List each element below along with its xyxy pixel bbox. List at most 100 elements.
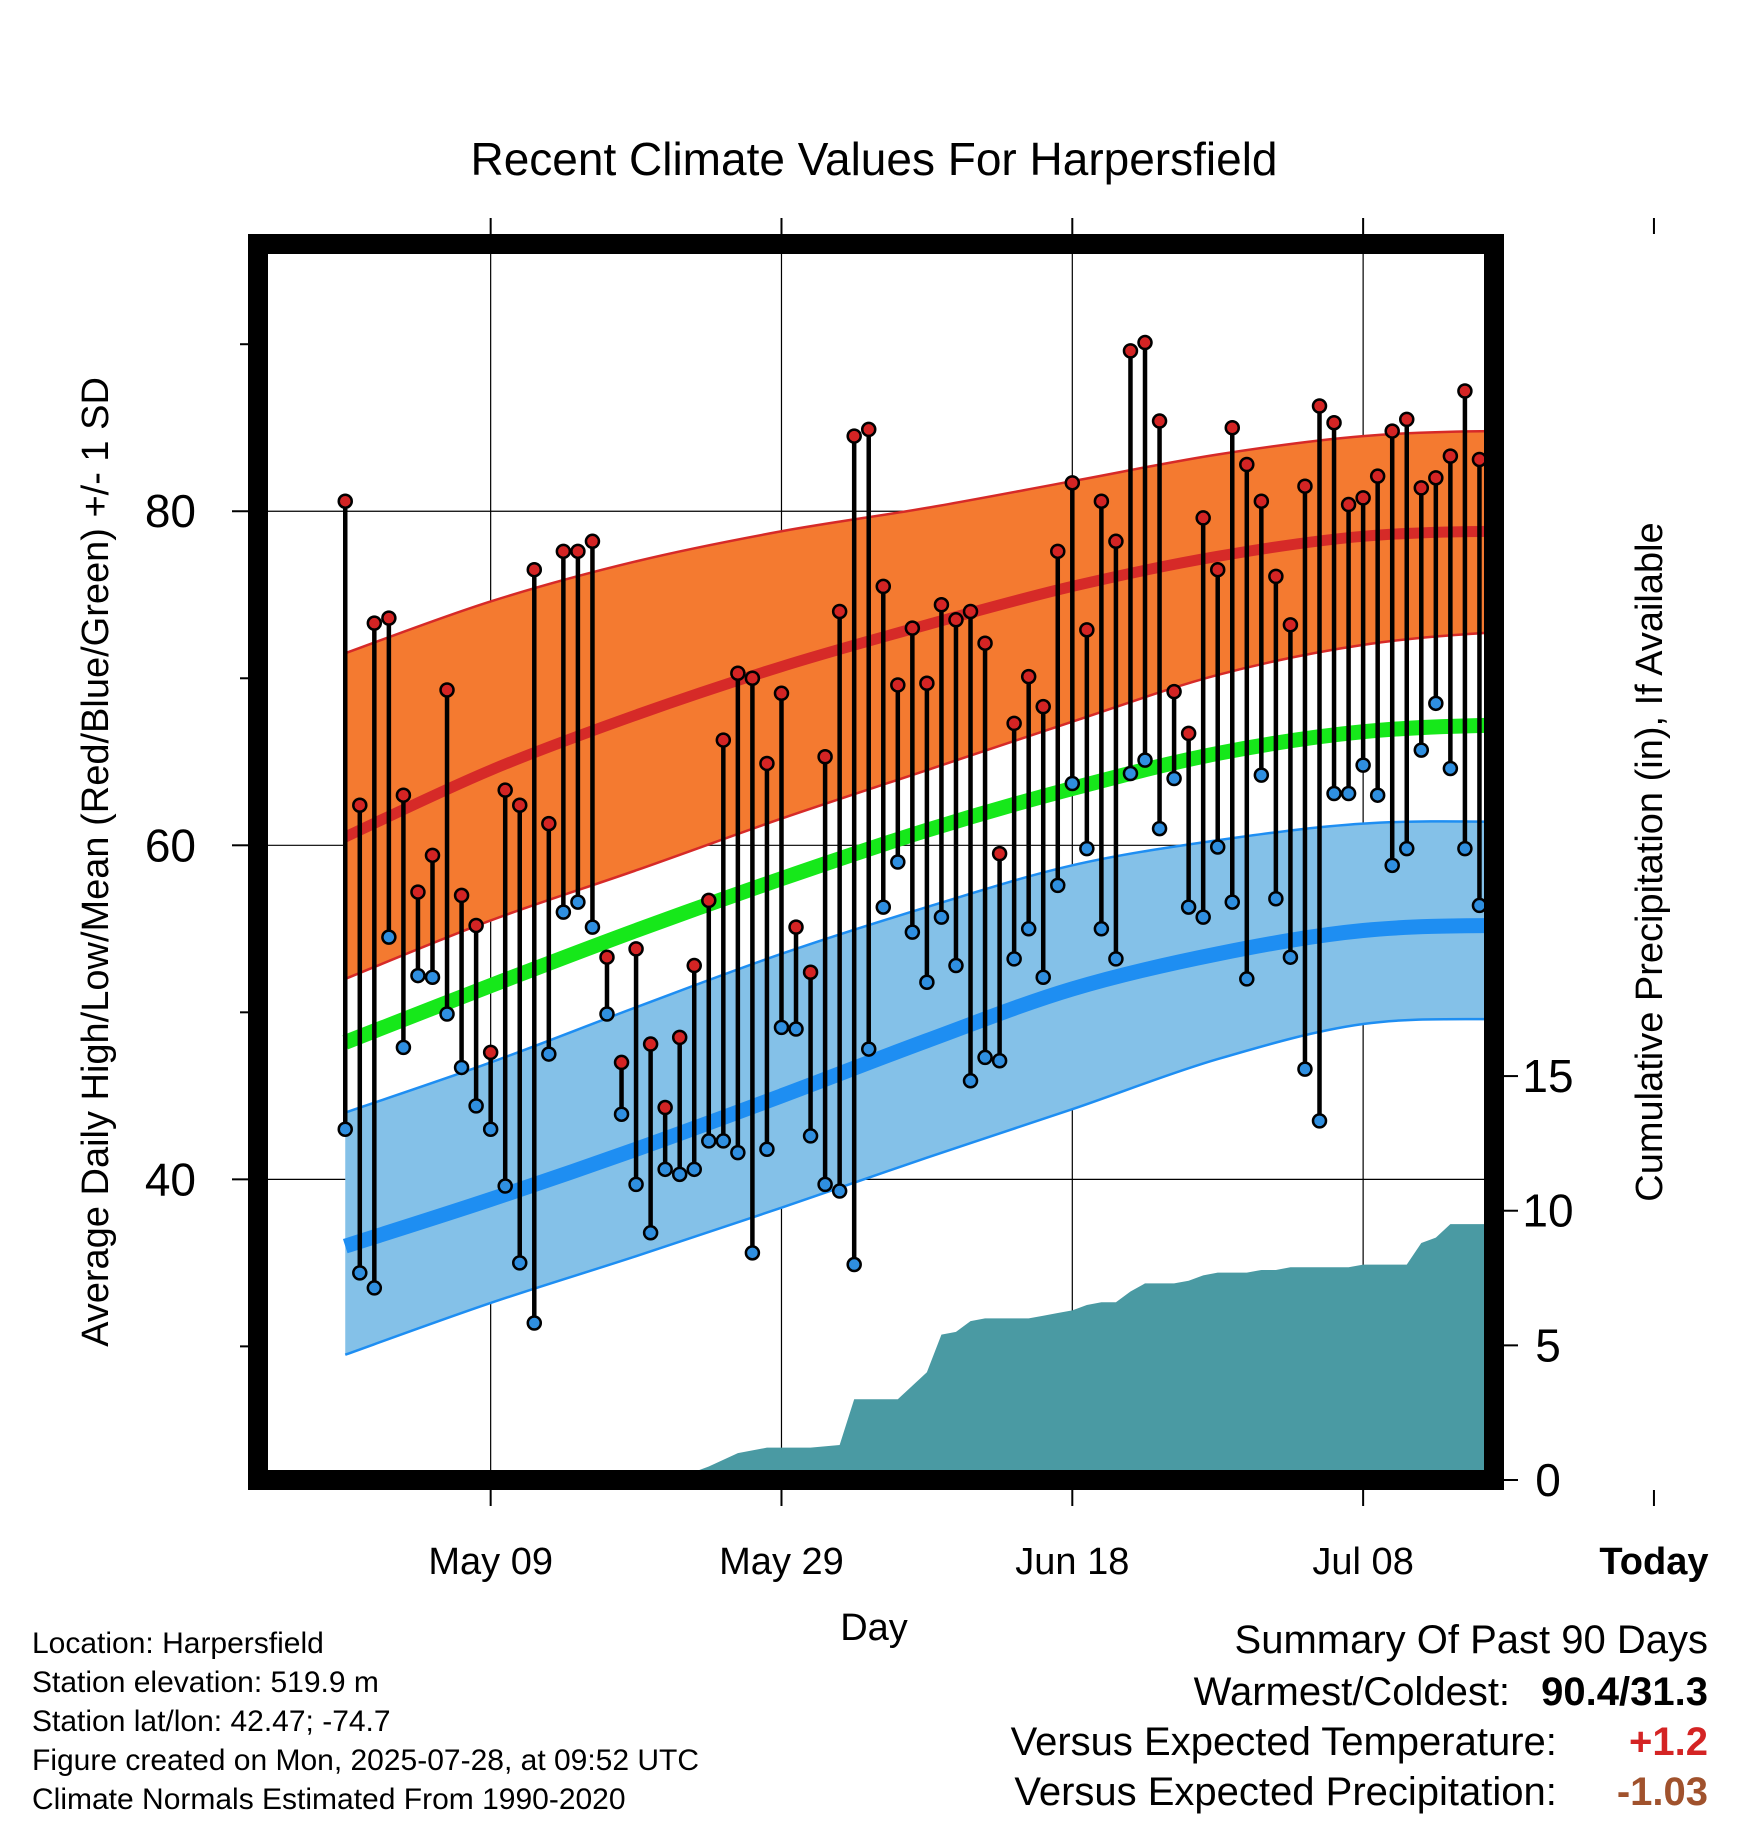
daily-high-point-24 bbox=[686, 957, 702, 974]
daily-high-point-43 bbox=[962, 603, 979, 620]
daily-low-point-15 bbox=[555, 904, 572, 920]
daily-high-point-41 bbox=[933, 597, 950, 613]
daily-high-point-53 bbox=[1108, 533, 1124, 550]
daily-high-point-21 bbox=[642, 1036, 659, 1052]
x-axis-label: Day bbox=[840, 1607, 908, 1649]
daily-high-point-61 bbox=[1224, 419, 1241, 436]
daily-low-point-42 bbox=[948, 957, 964, 974]
daily-low-point-65 bbox=[1282, 949, 1299, 965]
warmest-label: Warmest/Coldest: bbox=[1193, 1670, 1511, 1714]
daily-high-point-26 bbox=[715, 732, 732, 748]
daily-low-point-7 bbox=[439, 1006, 455, 1022]
normals-text: Climate Normals Estimated From 1990-2020 bbox=[32, 1783, 626, 1816]
daily-low-point-0 bbox=[337, 1121, 353, 1137]
daily-high-point-75 bbox=[1428, 470, 1444, 486]
daily-low-point-66 bbox=[1297, 1061, 1313, 1077]
daily-low-point-48 bbox=[1035, 969, 1051, 985]
daily-low-point-70 bbox=[1355, 757, 1371, 773]
daily-low-point-19 bbox=[613, 1106, 630, 1122]
daily-low-point-51 bbox=[1079, 840, 1095, 857]
daily-high-point-54 bbox=[1122, 343, 1139, 359]
daily-low-point-32 bbox=[802, 1128, 819, 1144]
today-days-word: Days bbox=[1662, 1422, 1748, 1464]
location-text: Location: Harpersfield bbox=[32, 1627, 324, 1660]
daily-high-point-10 bbox=[482, 1044, 499, 1061]
daily-high-point-40 bbox=[919, 675, 935, 692]
high-sd-band bbox=[345, 431, 1494, 979]
y-tick-label-80: 80 bbox=[145, 485, 196, 537]
daily-high-point-71 bbox=[1369, 468, 1386, 484]
daily-low-point-24 bbox=[686, 1161, 702, 1178]
daily-low-point-9 bbox=[468, 1098, 484, 1114]
daily-low-point-34 bbox=[831, 1183, 848, 1199]
daily-high-point-51 bbox=[1079, 622, 1095, 638]
daily-low-point-45 bbox=[991, 1053, 1008, 1069]
daily-low-point-43 bbox=[962, 1073, 979, 1089]
daily-low-point-53 bbox=[1108, 951, 1124, 967]
daily-low-point-10 bbox=[482, 1121, 499, 1137]
daily-high-point-59 bbox=[1195, 510, 1211, 526]
daily-low-point-56 bbox=[1151, 820, 1168, 837]
daily-high-point-37 bbox=[875, 578, 892, 595]
daily-low-point-50 bbox=[1064, 775, 1081, 792]
daily-low-point-58 bbox=[1180, 899, 1197, 915]
daily-high-point-81 bbox=[1517, 460, 1530, 473]
daily-high-point-52 bbox=[1093, 493, 1110, 509]
daily-low-point-77 bbox=[1457, 840, 1473, 857]
daily-high-point-7 bbox=[439, 682, 455, 698]
daily-low-point-38 bbox=[890, 854, 906, 870]
y-tick-label-40: 40 bbox=[145, 1153, 196, 1205]
daily-low-point-55 bbox=[1137, 752, 1153, 768]
daily-high-point-29 bbox=[759, 755, 775, 772]
daily-high-point-32 bbox=[802, 964, 819, 980]
daily-low-point-64 bbox=[1268, 890, 1284, 907]
elevation-text: Station elevation: 519.9 m bbox=[32, 1666, 379, 1699]
x-tick-label-2: Jun 18 bbox=[1015, 1541, 1129, 1583]
daily-high-point-73 bbox=[1399, 411, 1415, 428]
daily-low-point-61 bbox=[1224, 894, 1241, 910]
y2-tick-label-10: 10 bbox=[1522, 1185, 1573, 1237]
daily-high-point-14 bbox=[541, 815, 557, 832]
daily-low-point-8 bbox=[453, 1059, 470, 1076]
y-axis-label: Average Daily High/Low/Mean (Red/Blue/Gr… bbox=[75, 377, 117, 1347]
daily-low-point-41 bbox=[933, 909, 950, 925]
daily-low-point-11 bbox=[497, 1178, 513, 1194]
daily-low-point-29 bbox=[759, 1141, 775, 1158]
daily-high-point-55 bbox=[1137, 334, 1153, 351]
daily-low-point-2 bbox=[366, 1280, 383, 1296]
daily-high-point-38 bbox=[890, 677, 906, 693]
warmest-value: 90.4/31.3 bbox=[1541, 1670, 1708, 1714]
daily-low-point-4 bbox=[395, 1039, 412, 1056]
daily-low-point-39 bbox=[904, 924, 921, 940]
daily-low-point-86 bbox=[1589, 802, 1602, 815]
daily-high-point-74 bbox=[1413, 480, 1430, 496]
daily-low-point-22 bbox=[657, 1161, 673, 1178]
precip-area bbox=[345, 1213, 1494, 1480]
daily-high-point-62 bbox=[1239, 456, 1255, 473]
daily-high-point-56 bbox=[1151, 413, 1168, 429]
summary-title: Summary Of Past 90 Days bbox=[1234, 1618, 1708, 1662]
y2-tick-label-5: 5 bbox=[1535, 1319, 1561, 1371]
daily-high-point-17 bbox=[584, 533, 601, 550]
daily-high-point-1 bbox=[352, 797, 368, 813]
daily-high-point-20 bbox=[628, 941, 644, 957]
created-text: Figure created on Mon, 2025-07-28, at 09… bbox=[32, 1744, 700, 1777]
axes: 40 60 80 0 5 10 15 May 09 May 29 Jun 18 Jul 08 Toda… bbox=[145, 218, 1708, 1583]
daily-low-point-6 bbox=[424, 969, 441, 985]
daily-low-point-36 bbox=[860, 1041, 877, 1057]
summary-warmest: Warmest/Coldest: 90.4/31.3 bbox=[1194, 1670, 1708, 1715]
daily-low-point-69 bbox=[1340, 785, 1357, 802]
daily-high-point-72 bbox=[1384, 423, 1400, 439]
daily-low-point-76 bbox=[1442, 760, 1459, 777]
daily-high-point-66 bbox=[1297, 478, 1313, 494]
daily-low-point-26 bbox=[715, 1133, 732, 1149]
daily-high-point-57 bbox=[1166, 683, 1182, 700]
daily-high-point-87 bbox=[1604, 485, 1617, 498]
daily-high-point-83 bbox=[1546, 625, 1559, 638]
x-tick-label-1: May 29 bbox=[719, 1541, 844, 1583]
daily-low-point-18 bbox=[599, 1006, 615, 1022]
temp-label: Versus Expected Temperature: bbox=[1010, 1720, 1557, 1764]
daily-high-point-8 bbox=[453, 887, 470, 904]
daily-high-point-31 bbox=[788, 919, 804, 935]
daily-high-point-35 bbox=[846, 428, 862, 444]
